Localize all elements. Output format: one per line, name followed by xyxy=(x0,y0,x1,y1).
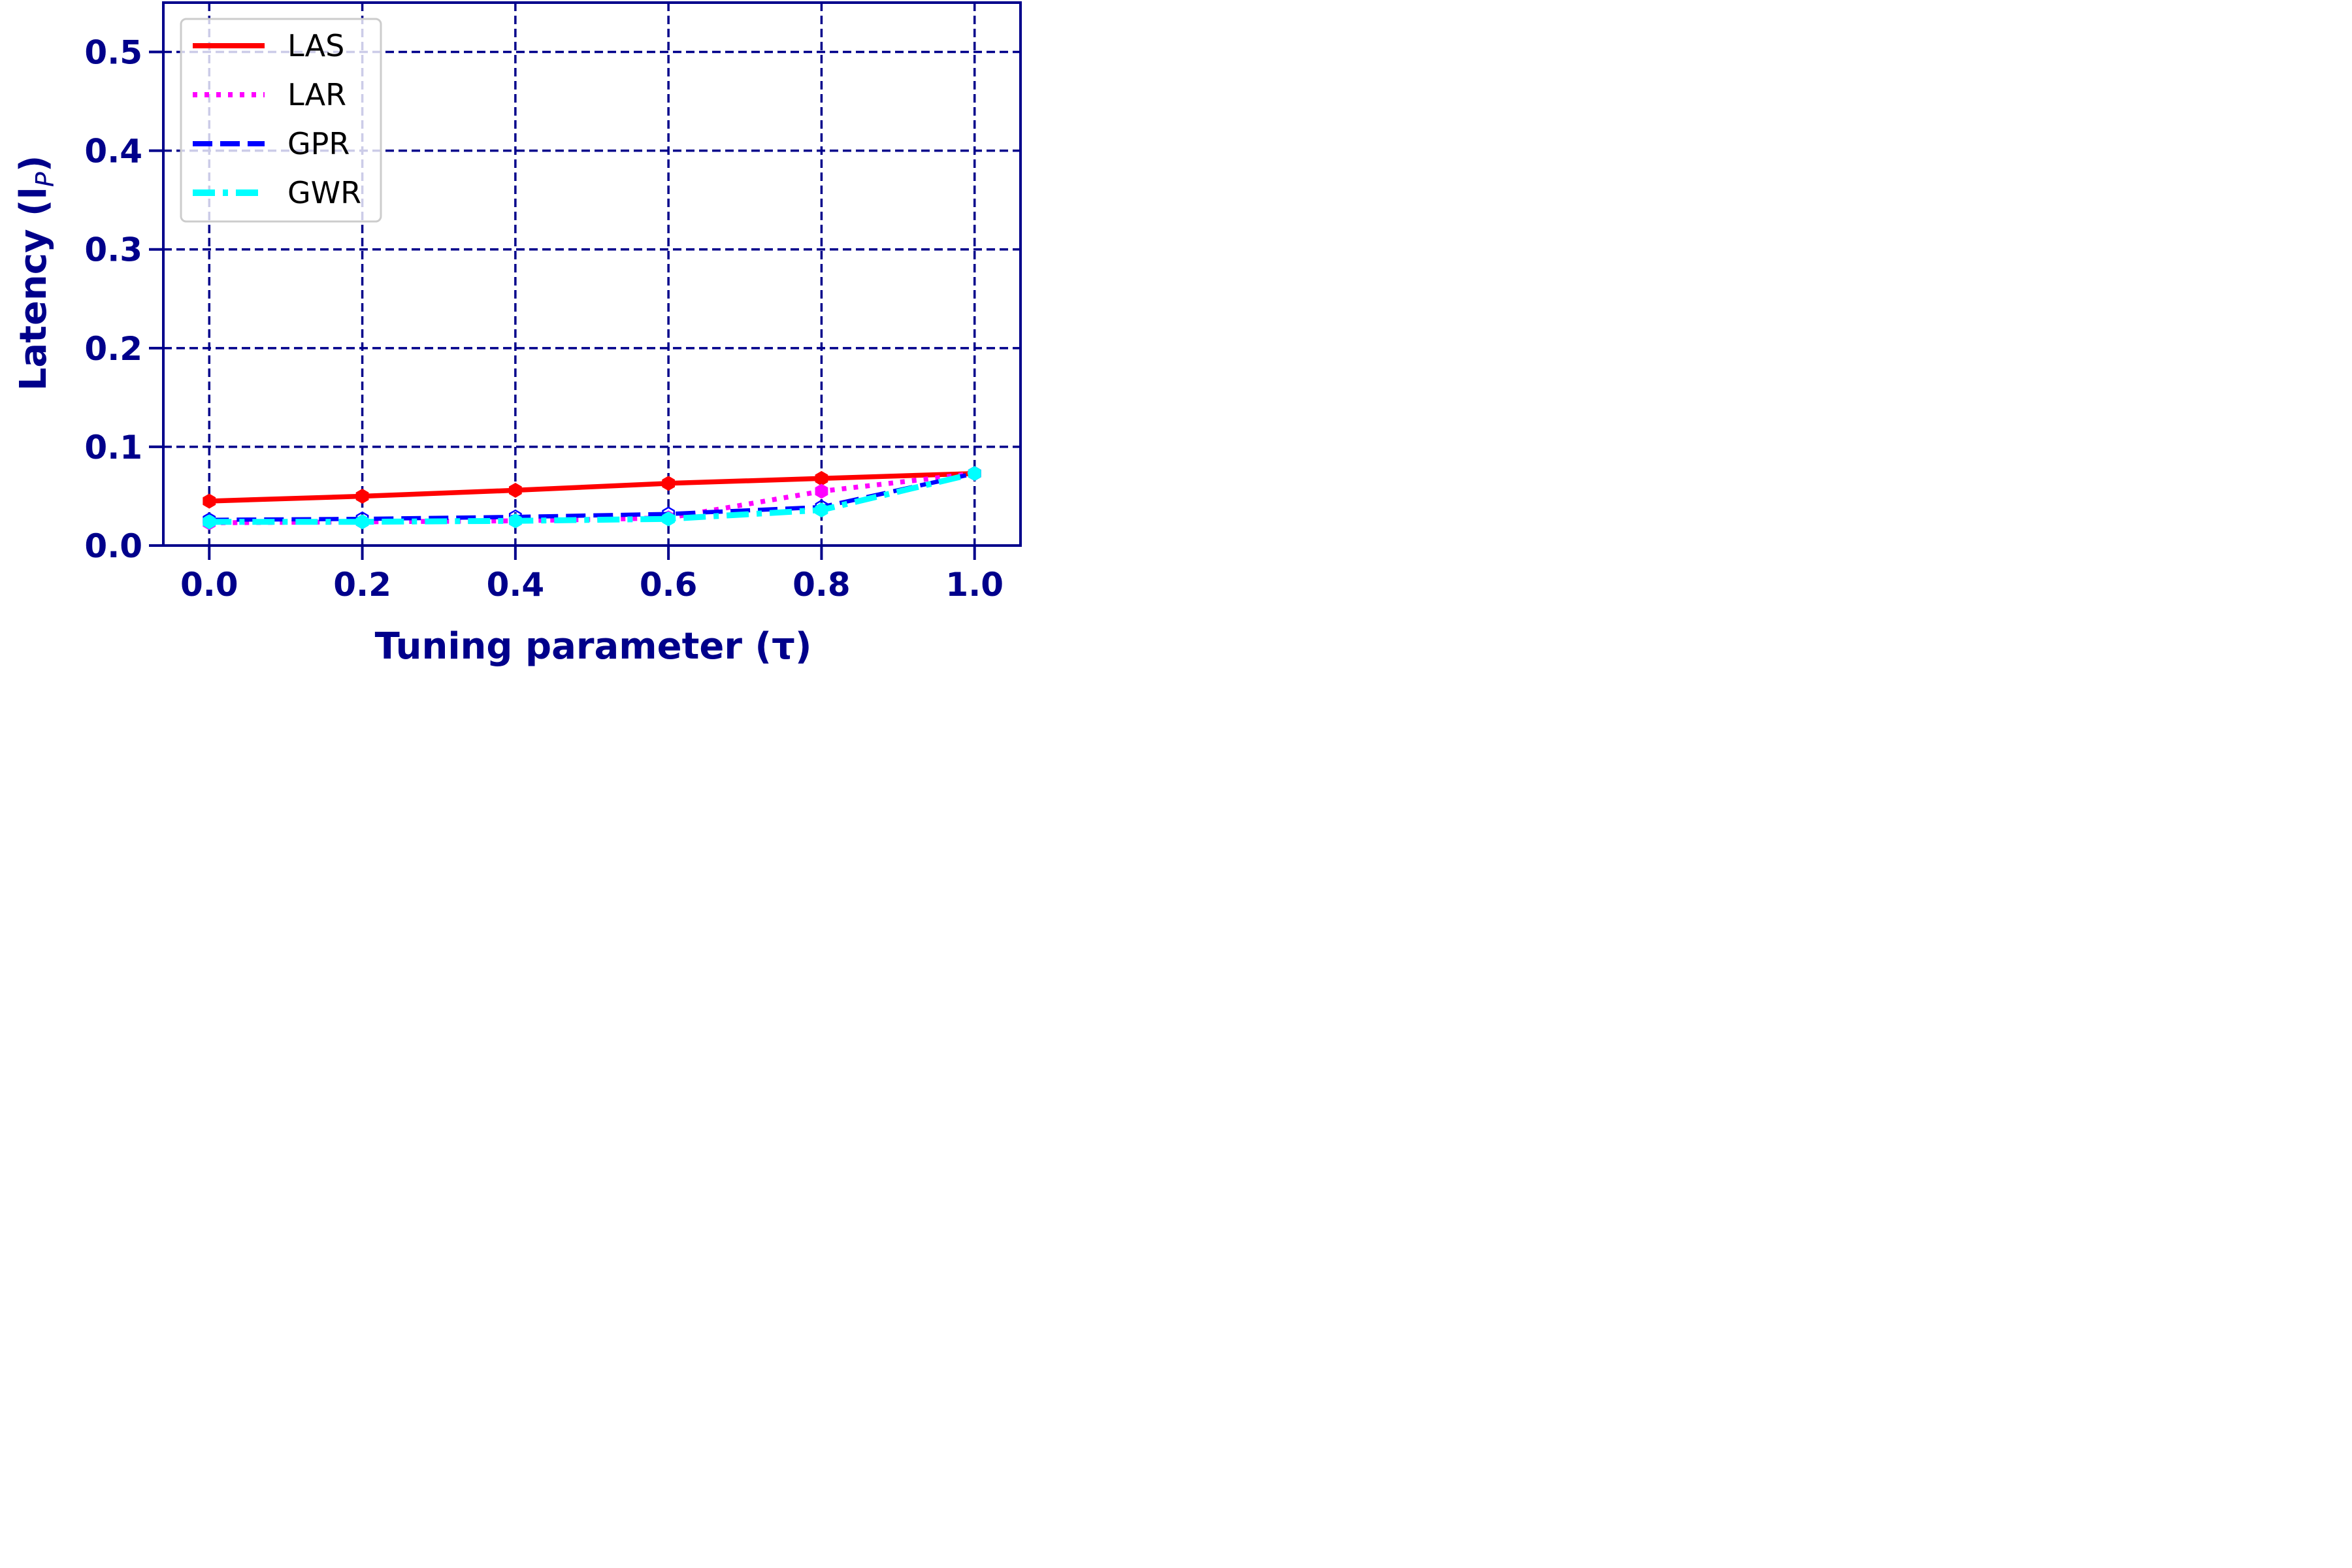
y-axis-label-subscript: P xyxy=(31,172,59,187)
series-line-las xyxy=(209,470,975,504)
data-point-lar xyxy=(815,483,828,499)
legend-item-lar: LAR xyxy=(193,77,346,112)
legend-label: GPR xyxy=(287,126,350,161)
data-point-las xyxy=(355,489,369,504)
y-tick-label: 0.2 xyxy=(84,330,142,368)
data-point-gwr xyxy=(203,514,216,530)
x-tick-label: 0.8 xyxy=(792,566,851,604)
data-point-gwr xyxy=(815,502,828,518)
legend-label: LAS xyxy=(287,28,344,63)
series-line-gpr xyxy=(209,471,975,522)
y-axis-label-main: Latency (l xyxy=(12,187,55,391)
legend-box xyxy=(180,18,382,223)
data-point-gwr xyxy=(508,513,522,529)
x-tick-label: 0.0 xyxy=(180,566,238,604)
data-point-las xyxy=(815,470,828,486)
data-point-gwr xyxy=(355,514,369,530)
data-point-las xyxy=(508,482,522,498)
data-point-gwr xyxy=(662,511,676,527)
y-tick-label: 0.5 xyxy=(84,34,142,72)
series-lines xyxy=(203,466,981,531)
x-tick-label: 0.4 xyxy=(487,566,545,604)
x-tick-label: 1.0 xyxy=(945,566,1004,604)
y-tick-label: 0.0 xyxy=(84,527,142,565)
legend-label: LAR xyxy=(287,77,346,112)
series-gwr xyxy=(203,466,981,530)
axis-ticks: 0.0 0.2 0.4 0.6 0.8 1.0 0.0 0.1 0.2 0.3 0.4 0.5 xyxy=(84,34,1004,604)
legend-label: GWR xyxy=(287,175,361,210)
data-point-las xyxy=(662,476,676,491)
y-tick-label: 0.3 xyxy=(84,231,142,269)
x-tick-label: 0.6 xyxy=(640,566,698,604)
legend-item-gwr: GWR xyxy=(193,175,361,210)
series-line-gwr xyxy=(209,470,975,525)
legend-item-las: LAS xyxy=(193,28,344,63)
data-point-las xyxy=(203,493,216,509)
data-point-gwr xyxy=(968,466,981,482)
y-tick-label: 0.4 xyxy=(84,133,142,171)
x-axis-label: Tuning parameter (τ) xyxy=(375,625,812,668)
latency-chart: 0.0 0.2 0.4 0.6 0.8 1.0 0.0 0.1 0.2 0.3 0.4 0.5 Tun… xyxy=(12,1,1022,668)
y-axis-label-close: ) xyxy=(12,155,55,172)
y-tick-label: 0.1 xyxy=(84,429,142,466)
grid xyxy=(163,3,1021,546)
legend-item-gpr: GPR xyxy=(193,126,350,161)
x-tick-label: 0.2 xyxy=(333,566,391,604)
plot-frame xyxy=(162,1,1022,547)
y-axis-label: Latency (lP) xyxy=(12,155,59,391)
legend: LAS LAR GPR GWR xyxy=(180,18,382,223)
